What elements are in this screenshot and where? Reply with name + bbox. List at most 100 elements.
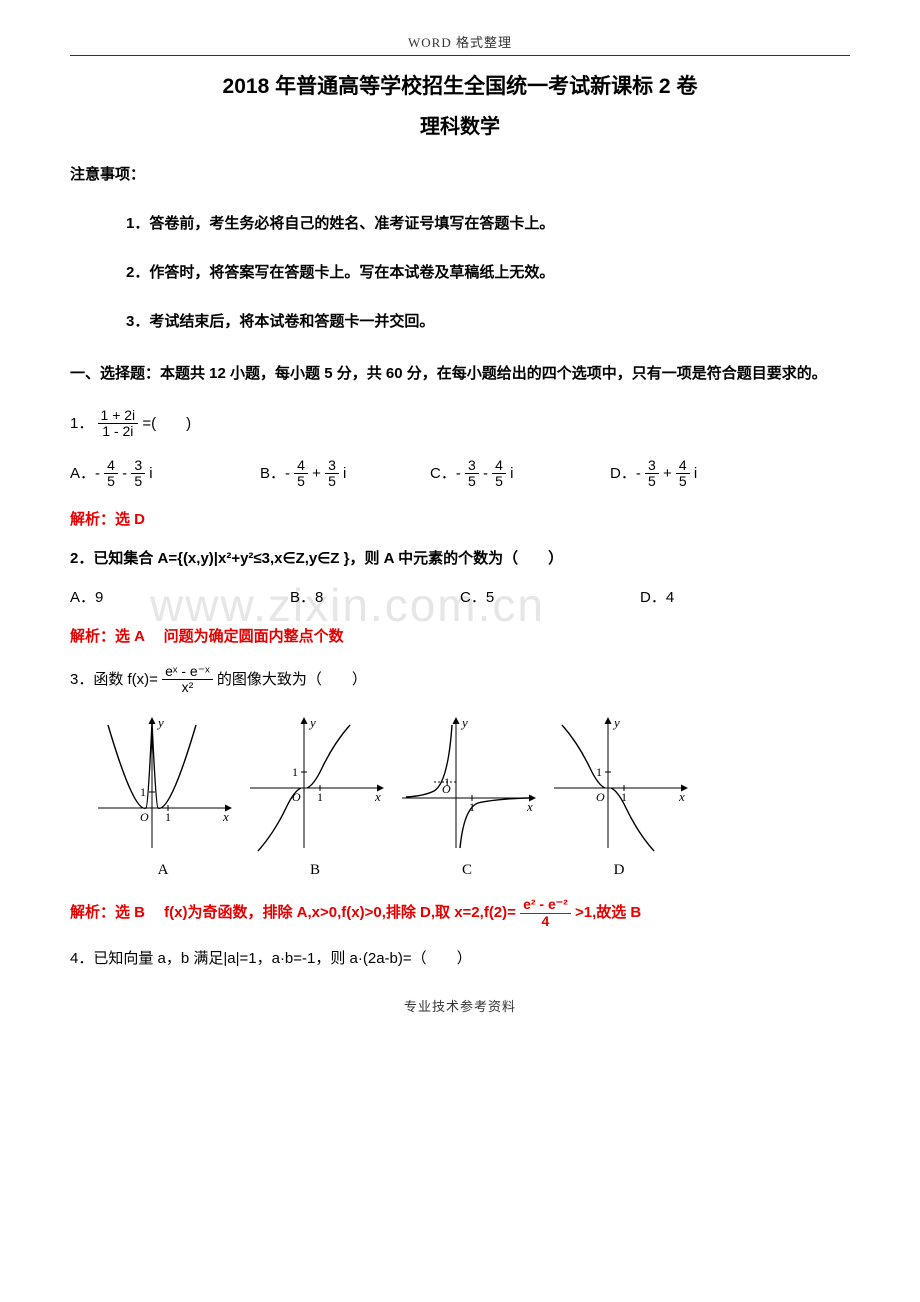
axis-y-label: y bbox=[460, 715, 468, 730]
tick-x: 1 bbox=[165, 810, 171, 824]
q3-stem: 3．函数 f(x)= eˣ - e⁻ˣ x² 的图像大致为（ ） bbox=[70, 664, 850, 696]
q3-sol-den: 4 bbox=[520, 914, 571, 929]
q3-num: eˣ - e⁻ˣ bbox=[162, 664, 213, 680]
q1c-n1: 3 bbox=[465, 458, 479, 474]
q1d-d1: 5 bbox=[645, 474, 659, 489]
q3-suffix: 的图像大致为（ ） bbox=[217, 670, 367, 687]
q4-stem: 4．已知向量 a，b 满足|a|=1，a·b=-1，则 a·(2a-b)=（ ） bbox=[70, 947, 850, 968]
q3-fraction: eˣ - e⁻ˣ x² bbox=[162, 664, 213, 696]
axis-x-label: x bbox=[222, 809, 229, 824]
q1d-d2: 5 bbox=[676, 474, 690, 489]
q1-opt-b: B．- 45 + 35 i bbox=[260, 458, 430, 490]
doc-title-2: 理科数学 bbox=[70, 110, 850, 139]
page-header: WORD 格式整理 bbox=[70, 32, 850, 51]
axis-x-label: x bbox=[526, 799, 533, 814]
q3-graph-c: x y O 1 1 C bbox=[394, 713, 540, 879]
q1d-f2: 45 bbox=[676, 458, 690, 490]
q1a-f2: 35 bbox=[131, 458, 145, 490]
q1-solution: 解析：选 D bbox=[70, 508, 850, 529]
q3-sol-frac: e² - e⁻² 4 bbox=[520, 897, 571, 929]
footer-text: 专业技术参考资料 bbox=[70, 996, 850, 1015]
tick-y: 1 bbox=[292, 765, 298, 779]
axis-x-label: x bbox=[374, 789, 381, 804]
axis-y-label: y bbox=[308, 715, 316, 730]
q2-options: A．9 B．8 C．5 D．4 bbox=[70, 586, 850, 607]
q1-options: A．- 45 - 35 i B．- 45 + 35 i C．- 35 - 45 … bbox=[70, 458, 850, 490]
q1b-n1: 4 bbox=[294, 458, 308, 474]
q1c-d1: 5 bbox=[465, 474, 479, 489]
q1a-mid: - bbox=[122, 465, 131, 482]
graph-b-svg: x y O 1 1 bbox=[242, 713, 388, 853]
q1a-post: i bbox=[149, 465, 152, 482]
q3-graph-b: x y O 1 1 B bbox=[242, 713, 388, 879]
q1-num: 1 + 2i bbox=[98, 408, 139, 424]
q1a-d1: 5 bbox=[104, 474, 118, 489]
q1c-n2: 4 bbox=[492, 458, 506, 474]
graph-d-label: D bbox=[546, 862, 692, 879]
notice-1: 1．答卷前，考生务必将自己的姓名、准考证号填写在答题卡上。 bbox=[70, 210, 850, 237]
q3-den: x² bbox=[162, 680, 213, 695]
q1b-f2: 35 bbox=[325, 458, 339, 490]
q2-solution: 解析：选 A 问题为确定圆面内整点个数 bbox=[70, 625, 850, 646]
q1c-post: i bbox=[510, 465, 513, 482]
q1b-d2: 5 bbox=[325, 474, 339, 489]
q1c-pre: C．- bbox=[430, 465, 465, 482]
graph-d-svg: x y O 1 1 bbox=[546, 713, 692, 853]
q1-suffix: =( ) bbox=[142, 415, 191, 432]
q1c-d2: 5 bbox=[492, 474, 506, 489]
tick-y: 1 bbox=[140, 785, 146, 799]
q1b-pre: B．- bbox=[260, 465, 294, 482]
q2-opt-b: B．8 bbox=[290, 586, 460, 607]
q1d-post: i bbox=[694, 465, 697, 482]
q2-opt-c: C．5 bbox=[460, 586, 640, 607]
tick-x: 1 bbox=[621, 790, 627, 804]
graph-c-label: C bbox=[394, 862, 540, 879]
graph-b-label: B bbox=[242, 862, 388, 879]
q1d-n2: 4 bbox=[676, 458, 690, 474]
q1-prefix: 1． bbox=[70, 415, 93, 432]
graph-c-svg: x y O 1 1 bbox=[394, 713, 540, 853]
q1b-d1: 5 bbox=[294, 474, 308, 489]
q3-solution: 解析：选 B f(x)为奇函数，排除 A,x>0,f(x)>0,排除 D,取 x… bbox=[70, 897, 850, 929]
q1b-mid: + bbox=[312, 465, 325, 482]
q1a-f1: 45 bbox=[104, 458, 118, 490]
q1b-n2: 3 bbox=[325, 458, 339, 474]
q1a-n1: 4 bbox=[104, 458, 118, 474]
q1-fraction: 1 + 2i 1 - 2i bbox=[98, 408, 139, 440]
q1c-f1: 35 bbox=[465, 458, 479, 490]
axis-y-label: y bbox=[156, 715, 164, 730]
q2-opt-d: D．4 bbox=[640, 586, 674, 607]
q3-sol-num: e² - e⁻² bbox=[520, 897, 571, 913]
q1d-mid: + bbox=[663, 465, 676, 482]
q1d-pre: D．- bbox=[610, 465, 645, 482]
q1-stem: 1． 1 + 2i 1 - 2i =( ) bbox=[70, 408, 850, 440]
q1c-mid: - bbox=[483, 465, 492, 482]
q3-graphs: x y O 1 1 A x y O bbox=[90, 713, 850, 879]
doc-title-1: 2018 年普通高等学校招生全国统一考试新课标 2 卷 bbox=[70, 70, 850, 100]
q3-graph-d: x y O 1 1 D bbox=[546, 713, 692, 879]
q2-stem: 2．已知集合 A={(x,y)|x²+y²≤3,x∈Z,y∈Z }，则 A 中元… bbox=[70, 547, 850, 568]
q2-opt-a: A．9 bbox=[70, 586, 290, 607]
graph-a-label: A bbox=[90, 862, 236, 879]
q3-graph-a: x y O 1 1 A bbox=[90, 713, 236, 879]
q1-opt-c: C．- 35 - 45 i bbox=[430, 458, 610, 490]
q1d-f1: 35 bbox=[645, 458, 659, 490]
q1c-f2: 45 bbox=[492, 458, 506, 490]
section-1-head: 一、选择题：本题共 12 小题，每小题 5 分，共 60 分，在每小题给出的四个… bbox=[70, 357, 850, 390]
notice-3: 3．考试结束后，将本试卷和答题卡一并交回。 bbox=[70, 308, 850, 335]
origin-label: O bbox=[140, 810, 149, 824]
header-divider bbox=[70, 55, 850, 56]
q1b-post: i bbox=[343, 465, 346, 482]
q3-sol-pre: 解析：选 B f(x)为奇函数，排除 A,x>0,f(x)>0,排除 D,取 x… bbox=[70, 904, 520, 921]
q3-prefix: 3．函数 f(x)= bbox=[70, 670, 162, 687]
graph-a-svg: x y O 1 1 bbox=[90, 713, 236, 853]
q1-opt-a: A．- 45 - 35 i bbox=[70, 458, 260, 490]
q1a-n2: 3 bbox=[131, 458, 145, 474]
axis-y-label: y bbox=[612, 715, 620, 730]
origin-label: O bbox=[596, 790, 605, 804]
q1d-n1: 3 bbox=[645, 458, 659, 474]
notice-2: 2．作答时，将答案写在答题卡上。写在本试卷及草稿纸上无效。 bbox=[70, 259, 850, 286]
q1-opt-d: D．- 35 + 45 i bbox=[610, 458, 697, 490]
notice-head: 注意事项： bbox=[70, 161, 850, 188]
q1-den: 1 - 2i bbox=[98, 424, 139, 439]
